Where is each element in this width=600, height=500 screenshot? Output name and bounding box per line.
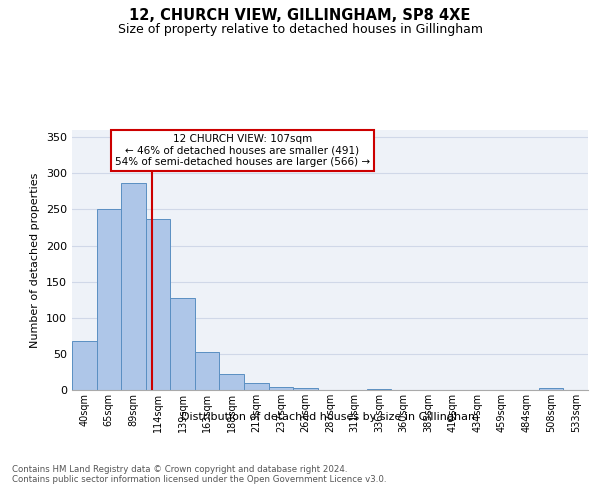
Bar bbox=[72, 341, 97, 390]
Text: Distribution of detached houses by size in Gillingham: Distribution of detached houses by size … bbox=[181, 412, 479, 422]
Bar bbox=[170, 298, 195, 390]
Text: Size of property relative to detached houses in Gillingham: Size of property relative to detached ho… bbox=[118, 22, 482, 36]
Bar bbox=[97, 208, 121, 390]
Text: 12, CHURCH VIEW, GILLINGHAM, SP8 4XE: 12, CHURCH VIEW, GILLINGHAM, SP8 4XE bbox=[130, 8, 470, 22]
Bar bbox=[269, 387, 293, 390]
Bar bbox=[293, 388, 318, 390]
Text: 12 CHURCH VIEW: 107sqm
← 46% of detached houses are smaller (491)
54% of semi-de: 12 CHURCH VIEW: 107sqm ← 46% of detached… bbox=[115, 134, 370, 167]
Bar bbox=[244, 383, 269, 390]
Text: Contains HM Land Registry data © Crown copyright and database right 2024.
Contai: Contains HM Land Registry data © Crown c… bbox=[12, 465, 386, 484]
Y-axis label: Number of detached properties: Number of detached properties bbox=[31, 172, 40, 348]
Bar bbox=[121, 184, 146, 390]
Bar bbox=[539, 388, 563, 390]
Bar bbox=[367, 388, 391, 390]
Bar bbox=[220, 374, 244, 390]
Bar bbox=[195, 352, 220, 390]
Bar bbox=[146, 219, 170, 390]
